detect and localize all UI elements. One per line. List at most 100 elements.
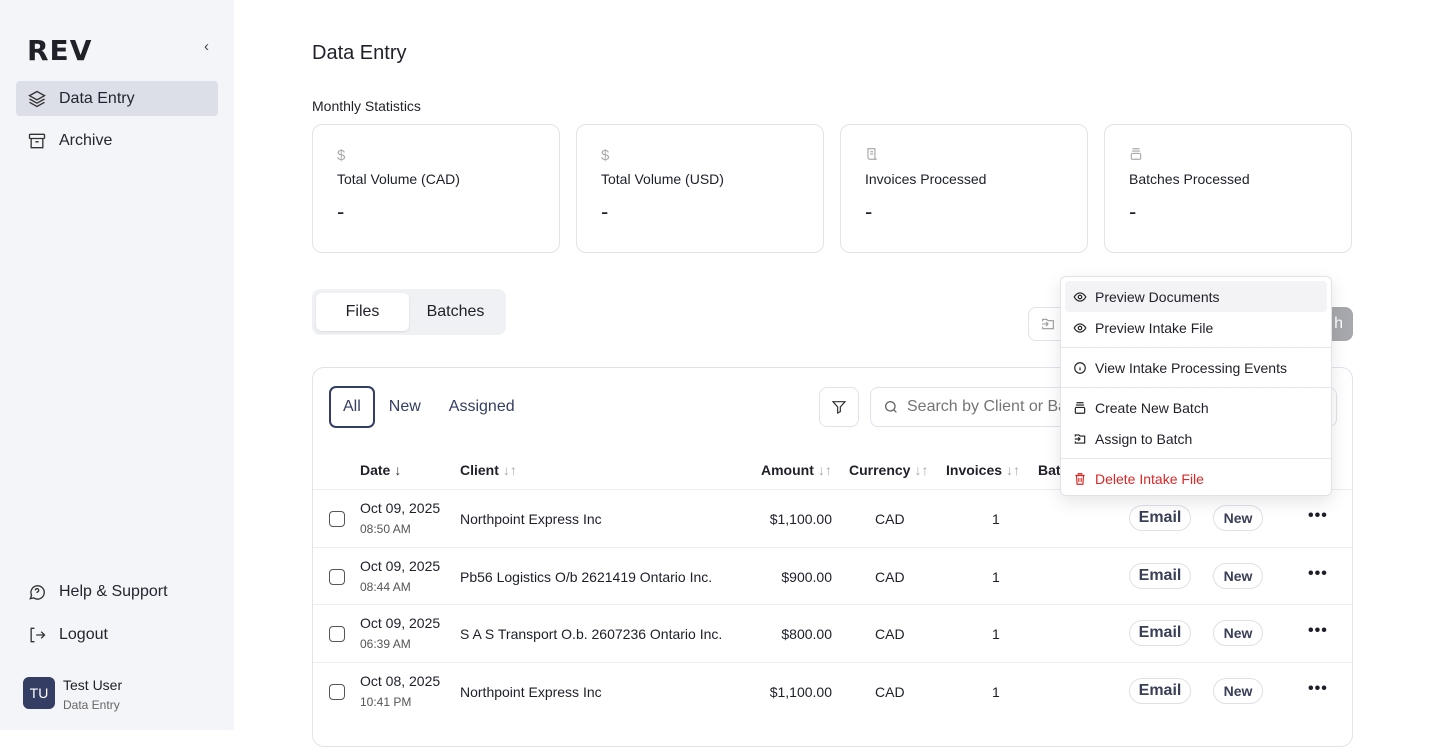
col-currency[interactable]: Currency ↓↑	[849, 462, 928, 478]
sort-icon: ↓↑	[1006, 462, 1021, 478]
stat-label: Invoices Processed	[865, 171, 987, 187]
row-invoices: 1	[992, 568, 1000, 585]
stat-card-cad: $ Total Volume (CAD) -	[312, 124, 560, 253]
tab-files[interactable]: Files	[316, 293, 409, 331]
menu-preview-documents[interactable]: Preview Documents	[1065, 281, 1327, 312]
stat-value: -	[601, 199, 609, 224]
status-badge: New	[1213, 620, 1263, 646]
stat-label: Total Volume (USD)	[601, 171, 724, 187]
stat-value: -	[865, 199, 873, 224]
col-date[interactable]: Date ↓	[360, 462, 401, 478]
row-actions-button[interactable]: •••	[1308, 622, 1328, 639]
col-client[interactable]: Client ↓↑	[460, 462, 517, 478]
col-label: Amount	[761, 462, 814, 478]
row-checkbox[interactable]	[329, 511, 345, 527]
sidebar-item-archive[interactable]: Archive	[16, 123, 218, 158]
receipt-icon	[865, 147, 1063, 167]
row-date: Oct 09, 2025	[360, 500, 441, 516]
row-time: 06:39 AM	[360, 637, 411, 651]
row-checkbox[interactable]	[329, 626, 345, 642]
collapse-sidebar-icon[interactable]: ‹	[204, 38, 209, 55]
stat-value: -	[337, 199, 345, 224]
row-client: S A S Transport O.b. 2607236 Ontario Inc…	[460, 626, 723, 642]
sidebar: REV ‹ Data Entry Archive Help & Support …	[0, 0, 234, 730]
col-label: Invoices	[946, 462, 1003, 478]
sidebar-item-label: Logout	[59, 625, 108, 643]
stat-label: Batches Processed	[1129, 171, 1250, 187]
stack-icon	[1129, 147, 1327, 167]
status-badge: New	[1213, 677, 1263, 704]
tab-batches[interactable]: Batches	[426, 303, 485, 320]
menu-assign-to-batch[interactable]: Assign to Batch	[1065, 423, 1327, 454]
sort-desc-icon: ↓	[394, 462, 402, 478]
layers-icon	[28, 90, 46, 107]
source-badge: Email	[1129, 562, 1191, 589]
row-checkbox[interactable]	[329, 683, 345, 700]
row-actions-button[interactable]: •••	[1308, 507, 1328, 524]
sidebar-item-label: Data Entry	[59, 89, 135, 107]
row-date: Oct 08, 2025	[360, 672, 441, 689]
table-row[interactable]: Oct 09, 2025 06:39 AM S A S Transport O.b.…	[313, 604, 1352, 661]
section-title: Monthly Statistics	[312, 98, 421, 114]
assign-icon	[1042, 318, 1054, 330]
table-row[interactable]: Oct 09, 2025 08:44 AM Pb56 Logistics O/b 2…	[313, 546, 1352, 604]
row-client: Northpoint Express Inc	[460, 511, 602, 527]
filter-tab-assigned[interactable]: Assigned	[448, 398, 515, 415]
row-context-menu: Preview Documents Preview Intake File Vi…	[1060, 276, 1332, 496]
logout-icon	[30, 627, 46, 642]
menu-divider	[1061, 458, 1331, 459]
sidebar-item-label: Help & Support	[59, 582, 168, 600]
assign-icon	[1074, 433, 1086, 444]
row-client: Pb56 Logistics O/b 2621419 Ontario Inc.	[460, 568, 713, 585]
row-client: Northpoint Express Inc	[460, 683, 602, 700]
view-tabs: Files Batches	[312, 289, 506, 335]
table-row[interactable]: Oct 09, 2025 08:50 AM Northpoint Express I…	[313, 489, 1352, 546]
user-role: Data Entry	[63, 698, 120, 712]
filter-tab-all[interactable]: All	[329, 386, 375, 428]
menu-create-new-batch[interactable]: Create New Batch	[1065, 392, 1327, 423]
row-checkbox[interactable]	[329, 568, 345, 585]
user-profile[interactable]: TU Test User Data Entry	[23, 677, 122, 712]
stat-card-batches: Batches Processed -	[1104, 124, 1352, 253]
menu-view-processing-events[interactable]: View Intake Processing Events	[1065, 352, 1327, 383]
row-actions-button[interactable]: •••	[1308, 679, 1328, 697]
filter-button[interactable]	[819, 387, 859, 427]
eye-icon	[1073, 322, 1087, 333]
row-currency: CAD	[875, 511, 905, 527]
row-invoices: 1	[992, 683, 1000, 700]
table-row[interactable]: Oct 08, 2025 10:41 PM Northpoint Express I…	[313, 661, 1352, 719]
menu-label: Create New Batch	[1095, 399, 1209, 416]
menu-preview-intake-file[interactable]: Preview Intake File	[1065, 312, 1327, 343]
sidebar-item-data-entry[interactable]: Data Entry	[16, 81, 218, 116]
row-currency: CAD	[875, 568, 905, 585]
row-time: 08:44 AM	[360, 579, 411, 594]
row-date: Oct 09, 2025	[360, 615, 441, 631]
row-amount: $900.00	[781, 568, 832, 585]
sidebar-item-help[interactable]: Help & Support	[16, 574, 218, 609]
col-amount[interactable]: Amount ↓↑	[761, 462, 832, 478]
col-invoices[interactable]: Invoices ↓↑	[946, 462, 1020, 478]
search-icon	[885, 401, 897, 413]
info-icon	[1074, 361, 1086, 374]
status-badge: New	[1213, 562, 1263, 589]
menu-divider	[1061, 347, 1331, 348]
user-name: Test User	[63, 677, 123, 693]
col-label: Client	[460, 462, 499, 478]
sort-icon: ↓↑	[914, 462, 929, 478]
row-actions-button[interactable]: •••	[1308, 564, 1328, 582]
source-badge: Email	[1129, 505, 1191, 531]
stack-icon	[1074, 401, 1086, 414]
row-time: 10:41 PM	[360, 694, 412, 709]
filter-tab-new[interactable]: New	[388, 398, 421, 415]
menu-delete-intake-file[interactable]: Delete Intake File	[1065, 463, 1327, 494]
col-label: Date	[360, 462, 391, 478]
status-badge: New	[1213, 505, 1263, 531]
row-amount: $1,100.00	[769, 511, 832, 527]
menu-label: Preview Intake File	[1095, 319, 1214, 336]
eye-icon	[1073, 291, 1087, 302]
archive-icon	[28, 133, 46, 148]
sidebar-item-logout[interactable]: Logout	[16, 617, 218, 652]
menu-label: Assign to Batch	[1095, 430, 1193, 447]
row-currency: CAD	[875, 683, 905, 700]
menu-label: Preview Documents	[1095, 288, 1220, 305]
